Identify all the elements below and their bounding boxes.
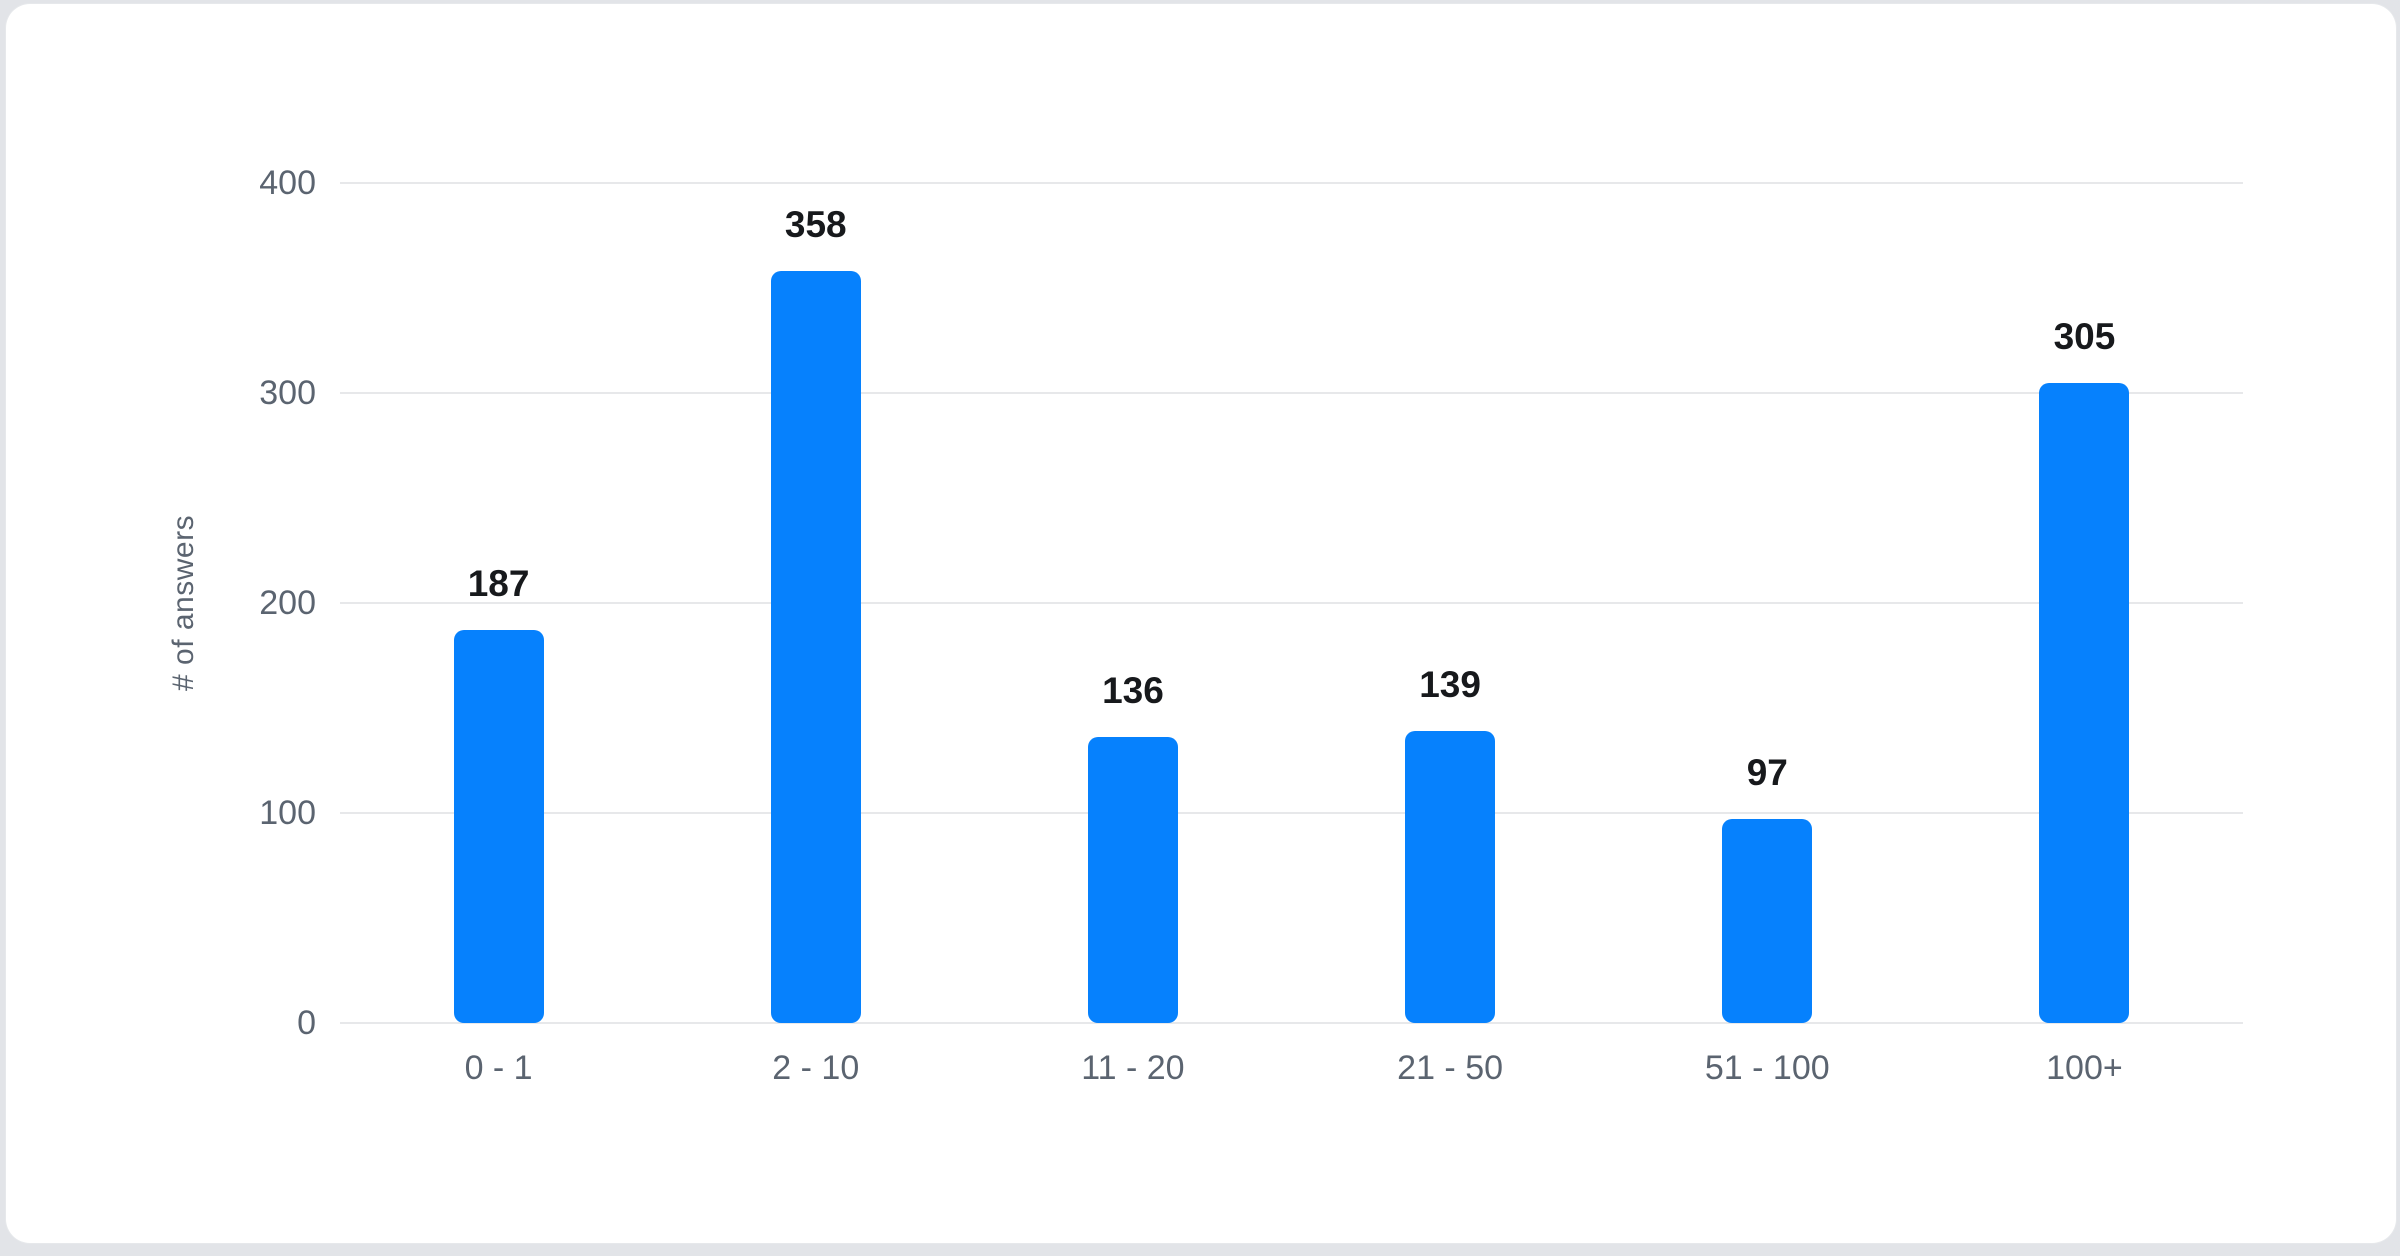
x-category-label: 51 - 100 — [1704, 1049, 1830, 1087]
y-tick-label: 200 — [259, 584, 316, 622]
bar-column: 187 0 - 1 — [340, 183, 657, 1087]
bar — [1722, 819, 1813, 1023]
bar-chart: 0 100 200 300 400 187 0 - 1 358 2 - 10 136 1… — [259, 164, 2243, 1087]
bar — [453, 630, 544, 1023]
bar-value-label: 139 — [1419, 664, 1481, 706]
gridline — [340, 602, 2243, 604]
bar — [770, 271, 861, 1023]
x-category-label: 11 - 20 — [1081, 1049, 1185, 1087]
bar-column: 139 21 - 50 — [1292, 183, 1609, 1087]
columns: 187 0 - 1 358 2 - 10 136 11 - 20 139 21 … — [340, 183, 2243, 1087]
bar — [1405, 731, 1496, 1023]
gridline — [340, 392, 2243, 394]
x-category-label: 21 - 50 — [1397, 1049, 1504, 1087]
gridline — [340, 1022, 2243, 1024]
bar-value-label: 358 — [784, 204, 847, 246]
bar-column: 358 2 - 10 — [657, 183, 974, 1087]
bar-value-label: 305 — [2053, 315, 2116, 357]
bar-column: 305 100+ — [1926, 183, 2243, 1087]
y-tick-label: 400 — [259, 164, 316, 202]
y-tick-label: 300 — [259, 374, 316, 412]
gridline — [340, 182, 2243, 184]
bar-value-label: 97 — [1746, 752, 1788, 794]
gridline — [340, 812, 2243, 814]
bar-column: 136 11 - 20 — [974, 183, 1291, 1087]
bar — [1087, 737, 1178, 1023]
y-tick-label: 100 — [259, 794, 316, 832]
bar-value-label: 136 — [1102, 670, 1164, 712]
x-category-label: 2 - 10 — [772, 1049, 860, 1087]
chart-card: # of answers 0 100 200 300 400 187 0 - 1 358… — [6, 4, 2396, 1243]
bar-column: 97 51 - 100 — [1609, 183, 1926, 1087]
x-category-label: 0 - 1 — [464, 1049, 533, 1087]
x-category-label: 100+ — [2046, 1049, 2123, 1087]
bar — [2039, 382, 2130, 1023]
bar-value-label: 187 — [467, 563, 530, 605]
y-tick-label: 0 — [297, 1004, 316, 1042]
